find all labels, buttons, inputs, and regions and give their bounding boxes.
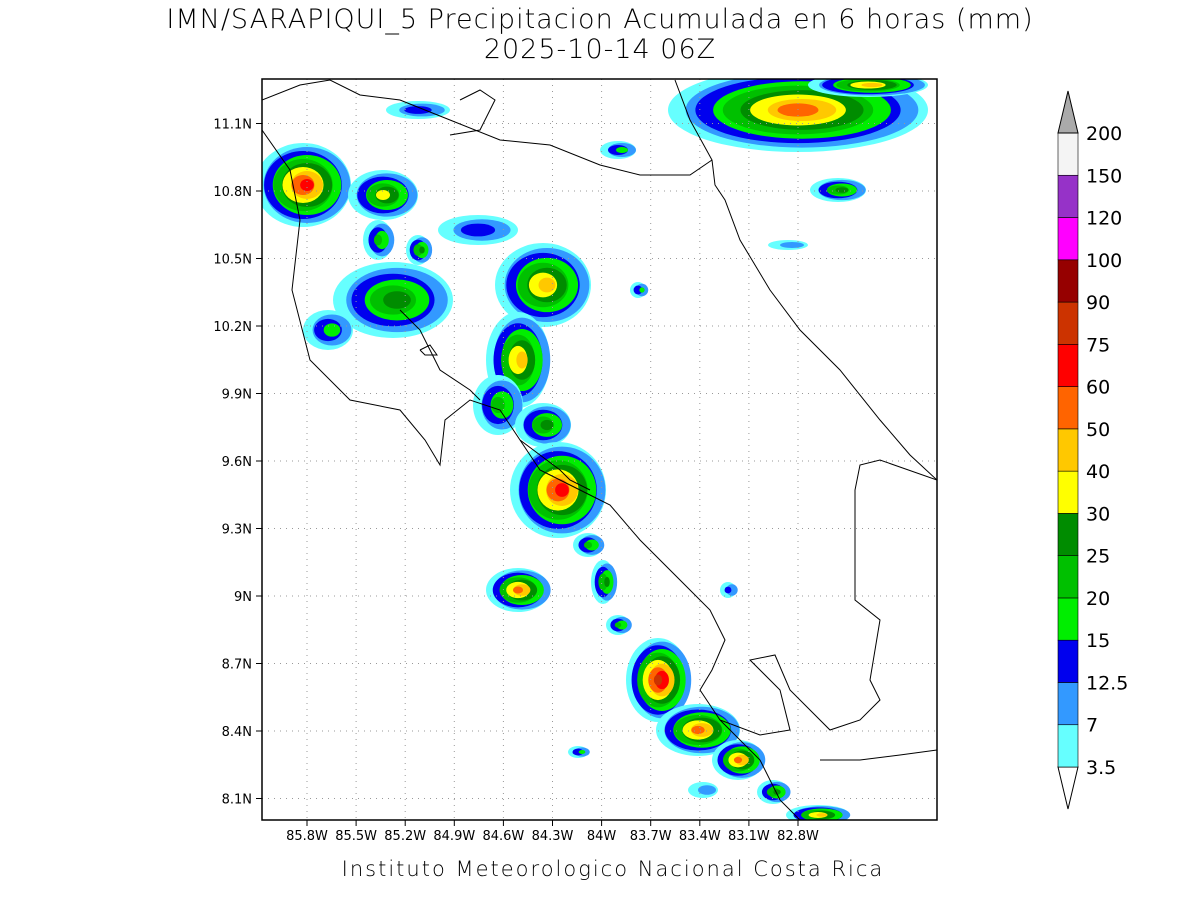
precip-contour (300, 179, 314, 191)
lat-label: 9.3N (222, 523, 252, 538)
colorbar-label: 200 (1086, 123, 1122, 145)
colorbar-label: 3.5 (1086, 757, 1116, 779)
lat-label: 8.1N (222, 793, 252, 808)
lat-label: 8.7N (222, 658, 252, 673)
lat-label: 8.4N (222, 725, 252, 740)
precip-contour (835, 187, 849, 193)
precip-contour (376, 190, 390, 200)
lon-label: 85.2W (384, 829, 426, 844)
precip-contour (724, 586, 732, 594)
colorbar-label: 75 (1086, 334, 1110, 356)
colorbar-label: 50 (1086, 419, 1110, 441)
precip-contour (419, 246, 425, 254)
colorbar-label: 20 (1086, 588, 1110, 610)
lon-label: 85.5W (335, 829, 377, 844)
lon-label: 83.1W (728, 829, 770, 844)
precip-contour (633, 285, 643, 295)
precip-contour (538, 277, 556, 293)
map-frame (261, 78, 938, 821)
colorbar-band (1057, 639, 1079, 683)
colorbar: 3.5 7 12.5 15 20 25 30 40 50 60 75 90 100 120 150 200 (1057, 90, 1128, 810)
lon-label: 82.8W (777, 829, 819, 844)
precip-contour (733, 756, 743, 764)
precip-contour (373, 234, 383, 246)
colorbar-label: 40 (1086, 461, 1110, 483)
colorbar-label: 60 (1086, 377, 1110, 399)
precip-contour (383, 291, 411, 309)
lat-label: 9.9N (222, 388, 252, 403)
precip-contour (540, 419, 554, 431)
colorbar-label: 12.5 (1086, 672, 1128, 694)
precip-contour (583, 541, 593, 549)
lat-label: 10.5N (213, 253, 252, 268)
colorbar-band (1057, 386, 1079, 430)
lon-label: 84.3W (532, 829, 574, 844)
lon-label: 84.9W (433, 829, 475, 844)
colorbar-band (1057, 132, 1079, 176)
lon-label: 84.6W (482, 829, 524, 844)
precip-contour (323, 323, 341, 337)
precip-contour (578, 750, 586, 754)
precip-contour (816, 813, 828, 817)
lat-label: 11.1N (213, 118, 252, 133)
precip-contour (516, 351, 528, 369)
precip-contour (555, 483, 569, 497)
colorbar-band (1057, 174, 1079, 218)
precip-contour (639, 287, 645, 293)
colorbar-over (1057, 90, 1079, 134)
colorbar-band (1057, 344, 1079, 387)
colorbar-label: 7 (1086, 715, 1098, 737)
precip-contour (404, 106, 432, 114)
precip-contour (614, 622, 622, 628)
lon-label: 85.8W (286, 829, 328, 844)
colorbar-label: 90 (1086, 292, 1110, 314)
lat-label: 10.8N (213, 185, 252, 200)
colorbar-label: 30 (1086, 503, 1110, 525)
colorbar-band (1057, 428, 1079, 472)
precip-contour (604, 576, 610, 588)
colorbar-label: 100 (1086, 250, 1122, 272)
colorbar-band (1057, 301, 1079, 345)
colorbar-band (1057, 555, 1079, 599)
lon-label: 84W (587, 829, 617, 844)
colorbar-band (1057, 682, 1079, 726)
title: IMN/SARAPIQUI_5 Precipitacion Acumulada … (166, 4, 1033, 35)
subtitle: 2025-10-14 06Z (484, 34, 716, 65)
precip-contour (698, 785, 716, 795)
precip-contour (598, 573, 608, 591)
precip-contour (512, 586, 524, 594)
lat-label: 9.6N (222, 455, 252, 470)
precip-contour (861, 82, 883, 88)
lon-label: 83.4W (679, 829, 721, 844)
colorbar-label: 15 (1086, 630, 1110, 652)
footer: Instituto Meteorologico Nacional Costa R… (342, 857, 885, 881)
colorbar-band (1057, 513, 1079, 556)
lat-label: 9N (234, 590, 252, 605)
precip-contour (691, 725, 705, 735)
colorbar-label: 120 (1086, 208, 1122, 230)
precip-contour (413, 244, 423, 256)
lon-label: 83.7W (630, 829, 672, 844)
colorbar-label: 25 (1086, 546, 1110, 568)
precip-contour (653, 674, 663, 686)
colorbar-under (1057, 766, 1079, 810)
precip-contour (460, 223, 496, 237)
precip-field (262, 79, 928, 820)
colorbar-band (1057, 597, 1079, 641)
colorbar-band (1057, 724, 1079, 768)
colorbar-band (1057, 259, 1079, 303)
lat-label: 10.2N (213, 320, 252, 335)
grid: 11.1N 10.8N 10.5N 10.2N 9.9N 9.6N 9.3N 9N 8.7N 8.… (213, 79, 937, 844)
precip-contour (616, 147, 628, 153)
precip-contour (491, 396, 505, 414)
colorbar-label: 150 (1086, 165, 1122, 187)
precip-contour (780, 242, 804, 248)
colorbar-band (1057, 217, 1079, 261)
coastlines (262, 79, 937, 820)
colorbar-band (1057, 470, 1079, 514)
